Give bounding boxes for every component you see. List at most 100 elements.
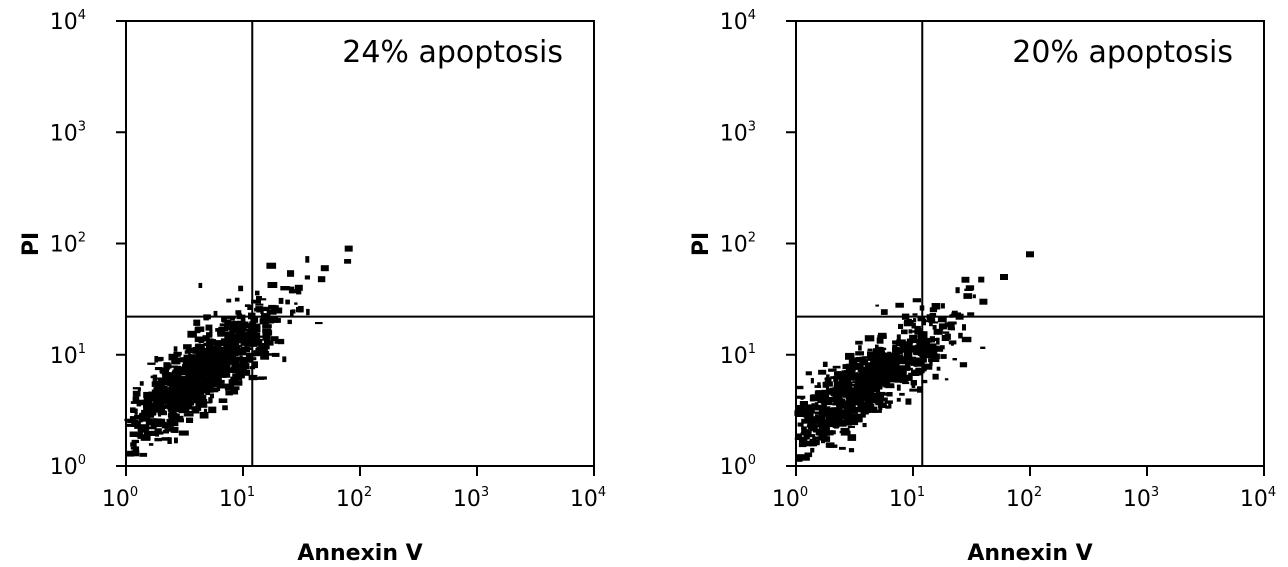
event-dot [154,428,162,435]
event-dot [161,378,170,383]
event-dot [874,378,883,382]
data-point [890,356,899,363]
event-dot [174,437,178,444]
event-dot [875,352,886,355]
y-tick-label: 102 [50,231,86,258]
event-dot [226,321,237,327]
y-tick-label: 101 [50,342,86,369]
event-dot [172,353,181,357]
event-dot [154,390,159,394]
event-dot [892,347,902,353]
event-dot [205,355,212,360]
event-dot [878,404,883,410]
event-dot [835,374,844,377]
event-dot [240,341,246,346]
event-dot [836,371,842,375]
event-dot [814,404,822,408]
event-dot [149,407,160,413]
event-dot [238,363,248,369]
event-dot [884,361,894,366]
event-dot [867,367,878,371]
data-point [274,307,283,314]
panel-right: 100 101 102 103 104 100 101 102 103 104 20% apop… [689,8,1276,566]
event-dot [267,317,274,324]
event-dot [238,285,244,292]
event-dot [132,387,141,390]
event-dot [162,372,171,380]
event-dot [192,385,197,392]
event-dot [243,321,249,327]
event-dot [134,394,139,401]
event-dot [192,361,202,368]
event-dot [230,376,238,383]
data-point [938,323,947,330]
event-dot [266,309,271,317]
event-dot [167,407,173,412]
event-dot [879,397,888,401]
event-dot [192,394,198,397]
event-dot [162,425,168,428]
event-dot [877,335,887,339]
x-tick-label: 100 [102,485,138,512]
event-dot [131,417,135,422]
event-dot [217,333,223,337]
event-dot [202,373,211,377]
event-dot [912,298,921,303]
event-dot [810,447,815,453]
event-dot [824,377,828,381]
event-dot [251,332,261,340]
event-dot [180,357,185,361]
data-point [809,440,818,447]
event-dot [156,394,161,398]
event-dot [186,384,194,390]
event-dot [306,308,310,316]
event-dot [193,408,200,414]
y-ticks: 100 101 102 103 104 [720,8,796,480]
event-dot [877,353,887,360]
event-dot [224,324,230,331]
event-dot [280,286,290,291]
event-dot [216,384,221,391]
event-dot [173,405,182,411]
event-dot [206,339,217,344]
event-dot [256,296,262,300]
event-dot [810,378,814,384]
event-dot [127,419,133,424]
event-dot [214,340,222,347]
event-dot [842,416,846,420]
x-axis-label: Annexin V [967,541,1092,566]
event-dot [935,346,944,352]
event-dot [162,429,169,434]
event-dot [820,394,830,398]
event-dot [140,424,150,431]
event-dot [203,399,208,406]
event-dot [814,436,823,440]
event-dot [870,372,879,375]
event-dot [937,316,947,323]
event-dot [171,385,177,390]
event-dot [875,386,879,393]
event-dot [825,377,832,385]
event-dot [212,377,220,380]
event-dot [840,389,850,396]
event-dot [235,368,244,375]
event-dot [908,362,913,366]
event-dot [167,391,174,398]
event-dot [198,367,206,372]
data-point [259,318,268,325]
event-dot [251,362,256,367]
event-dot [208,397,213,403]
event-dot [231,363,235,369]
event-dot [818,431,826,439]
event-dot [143,391,149,398]
event-dot [890,378,897,383]
event-dot [215,359,226,366]
event-dot [296,287,302,295]
event-dot [247,305,252,310]
event-dot [143,405,151,412]
event-dot [838,379,846,386]
data-point [821,424,830,431]
event-dot [897,341,904,345]
event-dot [822,361,828,367]
event-dot [818,423,824,429]
